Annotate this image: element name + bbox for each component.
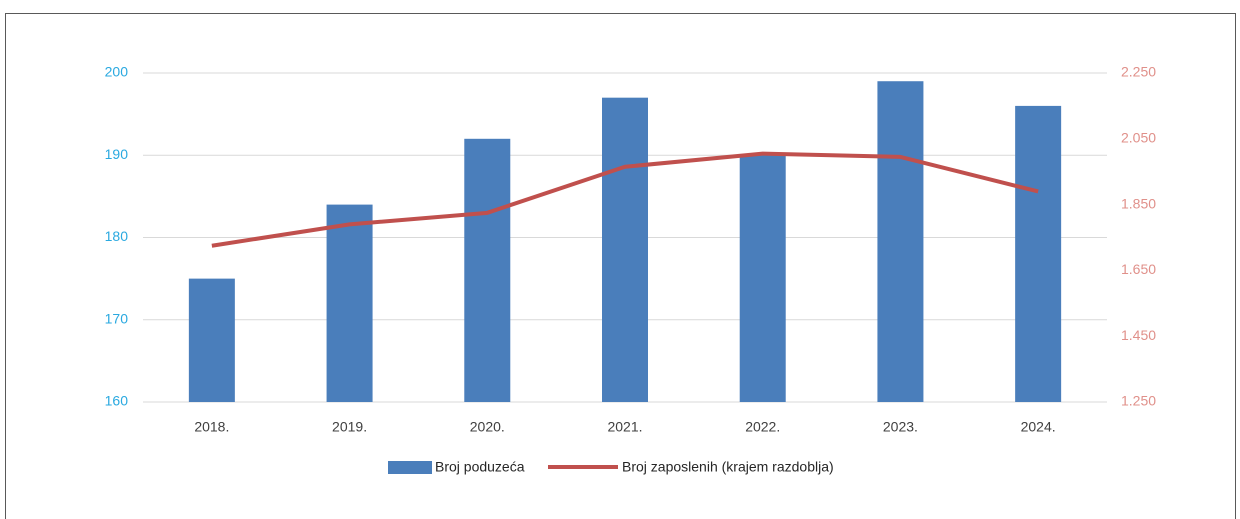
legend-swatch (388, 461, 432, 474)
x-tick-label: 2021. (607, 419, 642, 435)
bar (1015, 105, 1062, 403)
x-tick-label: 2024. (1021, 419, 1056, 435)
y2-tick-label: 1.650 (1121, 261, 1156, 277)
y2-tick-label: 1.450 (1121, 327, 1156, 343)
line (211, 151, 1039, 248)
bar (602, 97, 648, 403)
y-tick-label: 200 (105, 64, 129, 80)
legend-label: Broj poduzeća (435, 459, 525, 475)
y-tick-label: 190 (105, 146, 129, 162)
bar (877, 81, 924, 402)
y2-tick-label: 2.250 (1121, 64, 1156, 80)
x-tick-label: 2023. (883, 419, 918, 435)
x-tick-label: 2018. (194, 419, 229, 435)
bar (739, 155, 786, 402)
bar (188, 278, 235, 402)
y-tick-label: 180 (105, 228, 129, 244)
y2-tick-label: 2.050 (1121, 130, 1156, 146)
bar (326, 204, 373, 402)
y2-tick-label: 1.850 (1121, 195, 1156, 211)
x-tick-label: 2019. (332, 419, 367, 435)
x-tick-label: 2020. (470, 419, 505, 435)
bar (464, 138, 511, 403)
legend-label: Broj zaposlenih (krajem razdoblja) (622, 459, 834, 475)
y-tick-label: 160 (105, 393, 129, 409)
x-tick-label: 2022. (745, 419, 780, 435)
y2-tick-label: 1.250 (1121, 393, 1156, 409)
y-tick-label: 170 (105, 310, 129, 326)
